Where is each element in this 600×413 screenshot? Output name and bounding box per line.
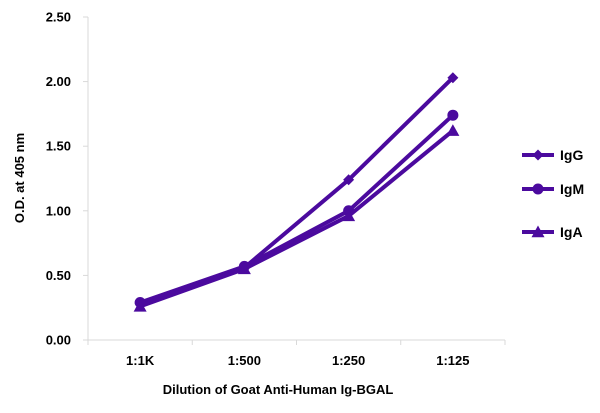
data-point-iga: [342, 209, 356, 222]
y-tick-label: 1.00: [46, 203, 71, 218]
series-line-igm: [138, 113, 455, 305]
y-tick-label: 0.50: [46, 268, 71, 283]
data-point-igg: [447, 72, 459, 84]
legend-item-igm: IgM: [522, 181, 584, 197]
data-point-igm: [447, 109, 459, 121]
legend-label: IgA: [560, 224, 583, 240]
data-point-iga: [237, 262, 251, 275]
series-iga: [133, 124, 460, 312]
y-tick-label: 0.00: [46, 333, 71, 348]
legend-label: IgM: [560, 181, 584, 197]
data-point-igg: [343, 174, 355, 186]
x-axis-title: Dilution of Goat Anti-Human Ig-BGAL: [163, 382, 394, 397]
series-igg: [134, 72, 459, 310]
y-axis-ticks: 0.00 0.50 1.00 1.50 2.00 2.50: [46, 10, 88, 348]
data-point-iga: [446, 124, 460, 136]
series-line-iga: [138, 128, 455, 309]
y-tick-label: 2.50: [46, 10, 71, 25]
legend-item-igg: IgG: [522, 147, 583, 163]
legend-marker-iga: [531, 225, 545, 238]
series-layer: [133, 72, 460, 312]
legend-label: IgG: [560, 147, 583, 163]
y-axis-title: O.D. at 405 nm: [12, 133, 27, 223]
legend-marker-igg: [532, 149, 544, 161]
x-tick-label: 1:500: [228, 353, 261, 368]
legend-item-iga: IgA: [522, 224, 583, 240]
data-point-iga: [133, 299, 147, 312]
x-tick-label: 1:250: [332, 353, 365, 368]
legend-marker-igm: [532, 183, 544, 195]
series-igm: [134, 109, 459, 309]
x-tick-label: 1:1K: [126, 353, 155, 368]
y-tick-label: 1.50: [46, 139, 71, 154]
plot-area: [87, 17, 505, 341]
legend: IgG IgM IgA: [522, 147, 584, 240]
x-tick-label: 1:125: [436, 353, 469, 368]
y-tick-label: 2.00: [46, 74, 71, 89]
series-line-igg: [138, 75, 455, 306]
x-axis-ticks: 1:1K 1:500 1:250 1:125: [87, 340, 506, 368]
